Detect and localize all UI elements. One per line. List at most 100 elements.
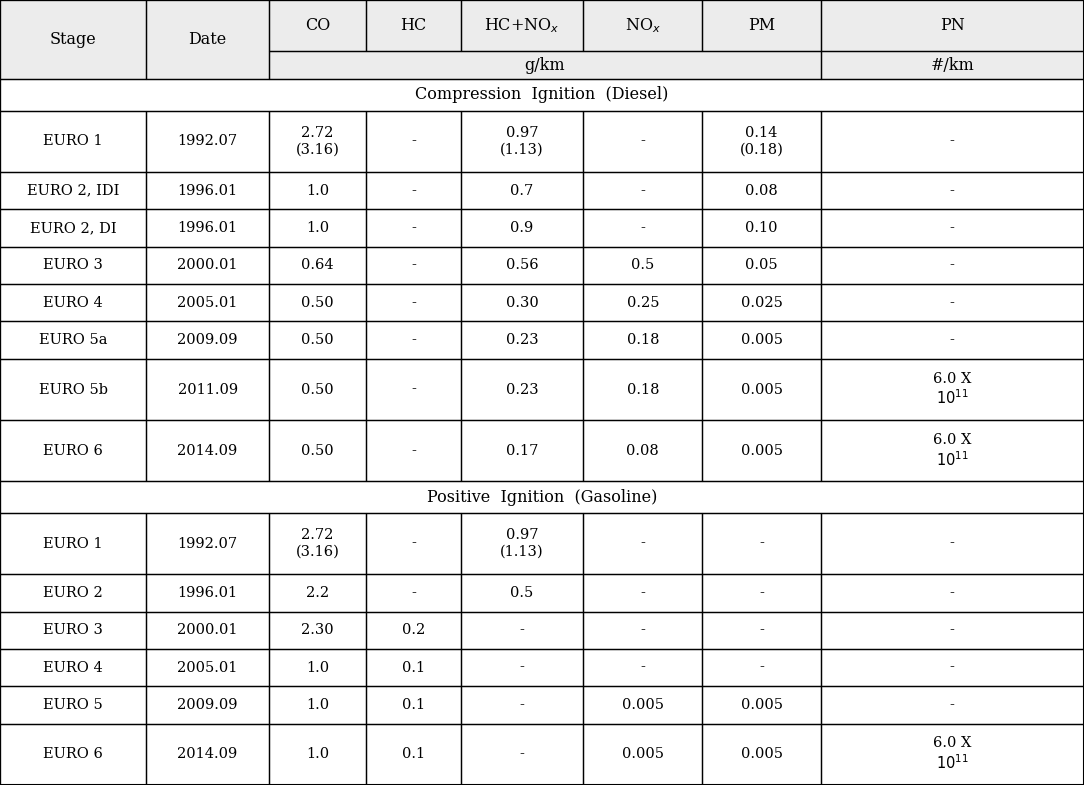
Bar — [146, 724, 269, 785]
Bar — [702, 574, 821, 612]
Bar — [821, 322, 1084, 359]
Bar — [0, 724, 146, 785]
Bar — [583, 246, 702, 284]
Bar — [702, 284, 821, 322]
Text: 0.005: 0.005 — [740, 333, 783, 347]
Bar — [366, 420, 461, 481]
Text: 1996.01: 1996.01 — [178, 586, 237, 600]
Bar — [702, 513, 821, 574]
Bar — [821, 724, 1084, 785]
Text: EURO 6: EURO 6 — [43, 747, 103, 761]
Bar — [702, 210, 821, 246]
Text: 0.14
(0.18): 0.14 (0.18) — [739, 126, 784, 156]
Text: PM: PM — [748, 17, 775, 34]
Bar — [146, 111, 269, 172]
Bar — [461, 359, 583, 420]
Text: 0.25: 0.25 — [627, 296, 659, 310]
Bar — [821, 513, 1084, 574]
Bar — [821, 210, 1084, 246]
Text: 0.97
(1.13): 0.97 (1.13) — [500, 126, 544, 156]
Text: 1.0: 1.0 — [306, 661, 330, 674]
Bar — [0, 210, 1084, 246]
Text: -: - — [759, 536, 764, 550]
Bar — [366, 0, 461, 51]
Text: 0.005: 0.005 — [740, 444, 783, 458]
Text: -: - — [411, 221, 416, 235]
Bar — [821, 246, 1084, 284]
Text: 0.2: 0.2 — [402, 623, 425, 637]
Bar — [461, 686, 583, 724]
Text: -: - — [641, 184, 645, 198]
Text: -: - — [519, 747, 525, 761]
Bar — [269, 284, 366, 322]
Bar — [461, 322, 583, 359]
Bar — [366, 574, 461, 612]
Bar — [583, 724, 702, 785]
Text: Date: Date — [189, 31, 227, 48]
Bar — [461, 420, 583, 481]
Bar — [366, 111, 461, 172]
Text: 1992.07: 1992.07 — [178, 134, 237, 148]
Text: EURO 5b: EURO 5b — [39, 382, 107, 396]
Bar — [461, 513, 583, 574]
Bar — [0, 513, 146, 574]
Text: 1.0: 1.0 — [306, 747, 330, 761]
Bar — [702, 111, 821, 172]
Text: -: - — [641, 536, 645, 550]
Text: EURO 5a: EURO 5a — [39, 333, 107, 347]
Text: -: - — [641, 623, 645, 637]
Text: 0.18: 0.18 — [627, 333, 659, 347]
Text: -: - — [411, 184, 416, 198]
Text: -: - — [411, 296, 416, 310]
Bar — [461, 246, 583, 284]
Text: -: - — [411, 536, 416, 550]
Bar — [0, 246, 146, 284]
Text: 1996.01: 1996.01 — [178, 221, 237, 235]
Bar — [366, 210, 461, 246]
Bar — [366, 612, 461, 649]
Bar — [269, 686, 366, 724]
Bar — [269, 612, 366, 649]
Text: NO$_x$: NO$_x$ — [624, 16, 661, 35]
Text: CO: CO — [305, 17, 331, 34]
Bar — [0, 649, 146, 686]
Text: -: - — [950, 134, 955, 148]
Text: 0.08: 0.08 — [745, 184, 778, 198]
Bar — [821, 111, 1084, 172]
Bar — [702, 686, 821, 724]
Text: 1996.01: 1996.01 — [178, 184, 237, 198]
Text: 1.0: 1.0 — [306, 184, 330, 198]
Text: 0.50: 0.50 — [301, 333, 334, 347]
Text: EURO 1: EURO 1 — [43, 134, 103, 148]
Text: 6.0 X
$10^{11}$: 6.0 X $10^{11}$ — [933, 736, 971, 772]
Bar — [0, 686, 1084, 724]
Text: 2014.09: 2014.09 — [178, 747, 237, 761]
Bar — [583, 210, 702, 246]
Bar — [0, 686, 146, 724]
Text: -: - — [950, 536, 955, 550]
Text: -: - — [950, 221, 955, 235]
Bar — [583, 359, 702, 420]
Bar — [821, 359, 1084, 420]
Bar — [269, 111, 366, 172]
Text: 0.08: 0.08 — [627, 444, 659, 458]
Text: EURO 2, IDI: EURO 2, IDI — [27, 184, 119, 198]
Bar — [583, 649, 702, 686]
Bar — [583, 284, 702, 322]
Bar — [269, 359, 366, 420]
Text: 0.7: 0.7 — [511, 184, 533, 198]
Bar — [583, 513, 702, 574]
Bar — [0, 574, 146, 612]
Text: EURO 2: EURO 2 — [43, 586, 103, 600]
Text: -: - — [411, 258, 416, 272]
Bar — [0, 322, 146, 359]
Text: 0.05: 0.05 — [745, 258, 778, 272]
Bar — [366, 246, 461, 284]
Bar — [461, 284, 583, 322]
Text: -: - — [950, 661, 955, 674]
Bar — [821, 51, 1084, 79]
Bar — [0, 724, 1084, 785]
Bar — [461, 724, 583, 785]
Text: -: - — [519, 661, 525, 674]
Text: 0.17: 0.17 — [506, 444, 538, 458]
